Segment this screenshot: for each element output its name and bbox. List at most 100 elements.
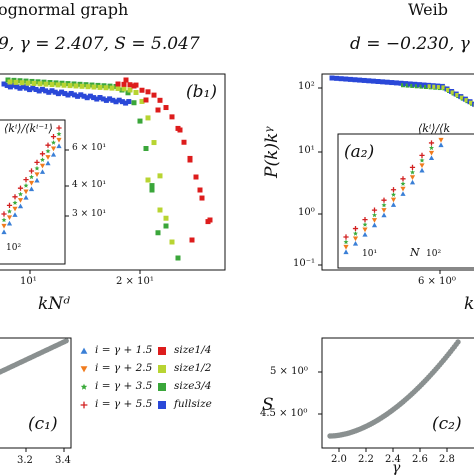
a2-point-fullsize — [357, 78, 362, 83]
a2-point-fullsize — [343, 77, 348, 82]
panel-b1 — [0, 74, 225, 274]
b1-point-size14 — [200, 196, 205, 201]
b1-point-tail — [164, 224, 169, 229]
a2-inset-xtick-1: 10¹ — [362, 249, 377, 259]
legend-marker-triangle-up — [81, 348, 88, 354]
b1-point-size14 — [164, 105, 169, 110]
b1-point-size12 — [14, 80, 19, 85]
b1-point-size34 — [144, 146, 149, 151]
b1-point-size14 — [144, 98, 149, 103]
b1-point-size12 — [158, 173, 163, 178]
legend-marker-square — [158, 401, 166, 409]
a2-ytick-2: 10¹ — [298, 145, 315, 156]
a2-point-fullsize — [362, 78, 367, 83]
panel-b1-label: (b₁) — [186, 82, 217, 102]
a2-xlabel: k — [464, 294, 474, 314]
b1-point-size14 — [132, 84, 137, 89]
panel-c2-label: (c₂) — [432, 414, 462, 434]
c1-xtick-1: 3.2 — [17, 455, 33, 466]
b1-point-size12 — [44, 82, 49, 87]
legend-marker-triangle-down — [81, 366, 88, 372]
c2-xtick-4: 2.6 — [412, 454, 428, 465]
b1-point-size14 — [156, 108, 161, 113]
a2-point-fullsize — [371, 79, 376, 84]
b1-point-size12 — [80, 84, 85, 89]
b1-point-size34 — [132, 100, 137, 105]
legend-left-1: i = γ + 1.5 — [95, 344, 152, 356]
panel-c1 — [0, 338, 71, 452]
a2-point-fullsize — [339, 76, 344, 81]
b1-point-size14 — [198, 188, 203, 193]
b1-point-tail — [158, 208, 163, 213]
b1-point-size12 — [20, 80, 25, 85]
b1-point-tail — [146, 178, 151, 183]
a2-ylabel: P(k)kᵞ — [262, 126, 282, 178]
b1-point-tail — [170, 240, 175, 245]
b1-point-size12 — [134, 90, 139, 95]
b1-point-size34 — [138, 119, 143, 124]
c2-curve-point — [455, 339, 460, 344]
legend-marker-square — [158, 347, 166, 355]
legend-right-2: size1/2 — [174, 362, 211, 374]
legend-left-3: i = γ + 3.5 — [95, 380, 152, 392]
c2-ytick-1: 5 × 10⁰ — [270, 366, 308, 377]
b1-point-size12 — [26, 81, 31, 86]
panel-b1-inset-ylabel: ⟨kⁱ⟩/⟨kⁱ⁻¹⟩ — [4, 122, 53, 135]
panel-c1-curve — [0, 338, 69, 374]
a2-ytick-4: 10⁻¹ — [293, 258, 315, 269]
legend-marker-square — [158, 383, 166, 391]
a2-point-fullsize — [366, 78, 371, 83]
a2-point-fullsize — [330, 76, 335, 81]
b1-point-size14 — [170, 114, 175, 119]
a2-xtick-1: 6 × 10⁰ — [418, 276, 456, 287]
legend-right-3: size3/4 — [174, 380, 211, 392]
b1-point-size14 — [158, 98, 163, 103]
a2-point-fullsize — [348, 77, 353, 82]
b1-point-size14 — [122, 82, 127, 87]
b1-point-size12 — [152, 140, 157, 145]
b1-point-size34 — [150, 183, 155, 188]
b1-point-size14 — [116, 82, 121, 87]
b1-point-size12 — [68, 83, 73, 88]
a2-point-fullsize — [334, 76, 339, 81]
b1-inset-ytick-3: 3 × 10¹ — [72, 209, 106, 219]
a2-point-fullsize — [376, 79, 381, 84]
b1-point-size14 — [208, 218, 213, 223]
b1-point-size14 — [140, 88, 145, 93]
b1-point-size14 — [178, 128, 183, 133]
b1-xlabel: kNᵈ — [38, 294, 70, 314]
b1-point-size12 — [92, 85, 97, 90]
c1-curve-point — [64, 338, 69, 343]
legend-marker-square — [158, 365, 166, 373]
b1-point-size12 — [122, 86, 127, 91]
b1-point-tail — [150, 188, 155, 193]
b1-inset-ytick-2: 4 × 10¹ — [72, 180, 106, 190]
b1-point-size12 — [56, 82, 61, 87]
b1-point-size14 — [124, 78, 129, 83]
legend-right-4: fullsize — [174, 398, 212, 410]
b1-point-size12 — [146, 115, 151, 120]
b1-point-size12 — [38, 81, 43, 86]
a2-point-fullsize — [394, 80, 399, 85]
b1-point-size12 — [164, 216, 169, 221]
legend-left-4: i = γ + 5.5 — [95, 398, 152, 410]
b1-inset-xtick-1: 10² — [6, 243, 21, 253]
panel-a2 — [318, 74, 474, 274]
a2-point-fullsize — [380, 79, 385, 84]
b1-point-size14 — [194, 175, 199, 180]
b1-point-size12 — [98, 85, 103, 90]
panel-a2-inset-ylabel: ⟨kⁱ⟩/⟨k — [418, 122, 450, 135]
c2-xtick-1: 2.0 — [331, 454, 347, 465]
c2-ytick-2: 4.5 × 10⁰ — [260, 408, 307, 419]
b1-xtick-1: 10¹ — [20, 276, 37, 287]
b1-point-size14 — [146, 89, 151, 94]
b1-point-size12 — [8, 80, 13, 85]
b1-point-size14 — [190, 238, 195, 243]
a2-point-fullsize — [389, 80, 394, 85]
c2-xtick-2: 2.2 — [358, 454, 374, 465]
b1-point-size14 — [182, 140, 187, 145]
a2-ytick-1: 10² — [298, 81, 315, 92]
a2-ytick-3: 10⁰ — [298, 207, 315, 218]
b1-point-size12 — [104, 85, 109, 90]
